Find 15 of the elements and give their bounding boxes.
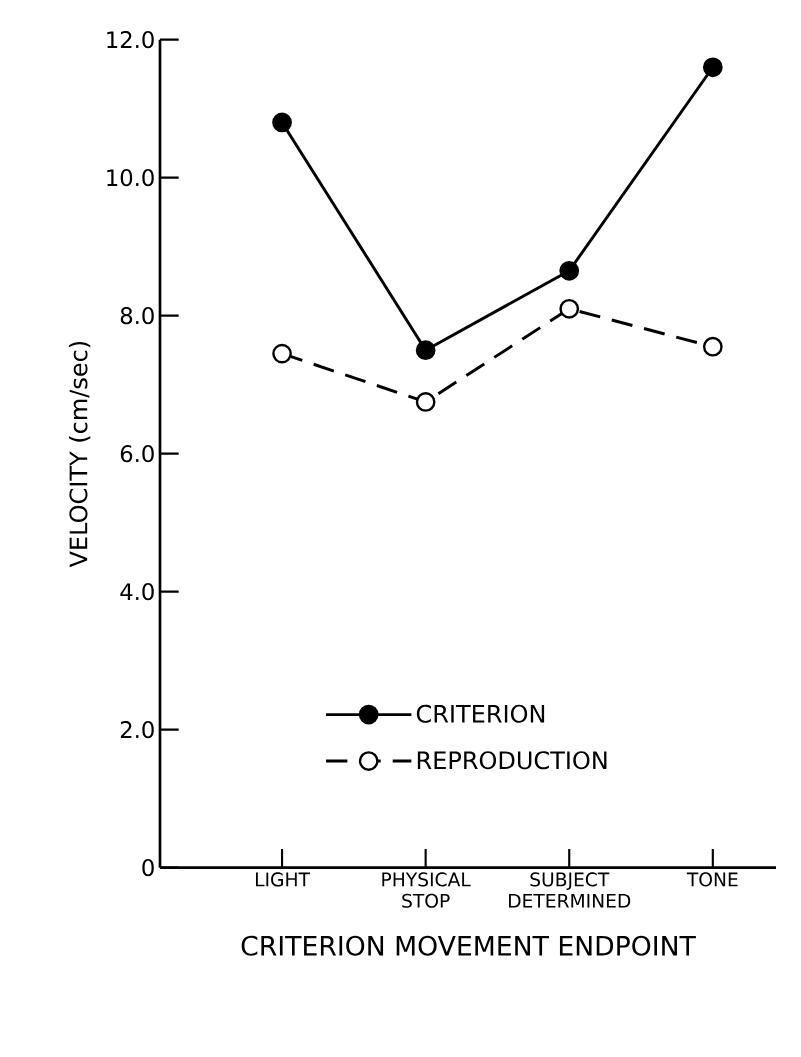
y-axis-title: VELOCITY (cm/sec)	[68, 341, 91, 568]
legend-label: REPRODUCTION	[417, 751, 607, 770]
legend-label: CRITERION	[416, 704, 545, 723]
x-tick-label: SUBJECT DETERMINED	[509, 872, 631, 908]
y-tick-label: 12.0	[107, 31, 154, 49]
y-tick-label: 4.0	[120, 583, 154, 601]
y-tick-label: 2.0	[120, 721, 154, 739]
y-tick-label: 0	[142, 859, 154, 877]
y-tick-label: 10.0	[107, 169, 154, 187]
y-tick-label: 8.0	[120, 307, 154, 325]
x-tick-label: TONE	[686, 872, 738, 887]
x-axis-title: CRITERION MOVEMENT ENDPOINT	[241, 935, 696, 956]
y-tick-label: 6.0	[120, 445, 154, 463]
x-tick-label: LIGHT	[255, 872, 311, 887]
x-tick-label: PHYSICAL STOP	[382, 872, 471, 908]
